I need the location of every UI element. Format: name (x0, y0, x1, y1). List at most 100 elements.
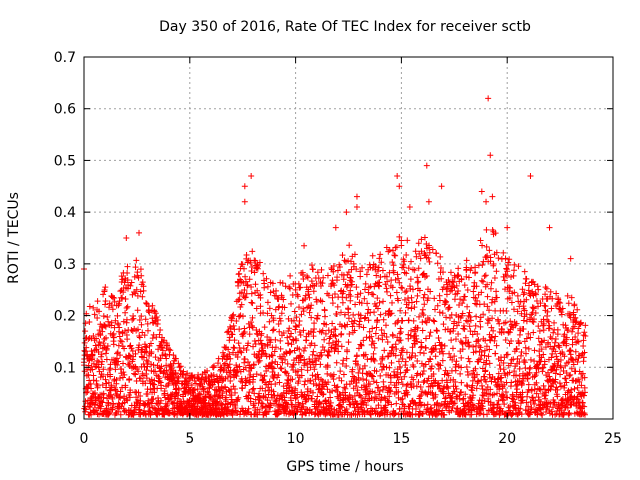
data-point (248, 283, 255, 290)
data-point (532, 290, 539, 297)
data-point (320, 274, 327, 281)
data-point (573, 318, 580, 325)
data-point (269, 327, 276, 334)
data-point (500, 249, 507, 256)
data-point (439, 348, 446, 355)
data-point (557, 300, 564, 307)
data-point (327, 372, 334, 379)
data-point (478, 348, 485, 355)
data-point (272, 336, 279, 343)
data-point (556, 344, 563, 351)
data-point (502, 255, 509, 262)
data-point (484, 293, 491, 300)
data-point (419, 319, 426, 326)
data-point (309, 351, 316, 358)
data-point (533, 379, 540, 386)
data-point (542, 344, 549, 351)
grid-lines (84, 57, 613, 419)
data-point (230, 322, 237, 329)
data-point (391, 252, 398, 259)
data-point (276, 328, 283, 335)
data-point (279, 359, 286, 366)
data-point (496, 386, 503, 393)
data-point (547, 400, 554, 407)
data-point (427, 288, 434, 295)
data-point (243, 290, 250, 297)
data-point (448, 287, 455, 294)
data-point (356, 318, 363, 325)
data-point (507, 318, 514, 325)
data-point (413, 383, 420, 390)
data-point (560, 368, 567, 375)
data-point (247, 371, 254, 378)
data-point (94, 315, 101, 322)
chart-title: Day 350 of 2016, Rate Of TEC Index for r… (159, 19, 531, 35)
data-point (157, 397, 164, 404)
data-point (225, 364, 232, 371)
data-point (150, 395, 157, 402)
data-point (336, 391, 343, 398)
data-point (332, 333, 339, 340)
data-point (474, 297, 481, 304)
data-point (115, 358, 122, 365)
data-point (446, 279, 453, 286)
data-point (387, 311, 394, 317)
data-point (423, 273, 430, 280)
data-point (369, 388, 376, 395)
data-point (163, 362, 170, 369)
y-tick-label: 0.7 (54, 50, 76, 66)
data-point (408, 305, 415, 312)
data-point (540, 320, 547, 327)
data-point (270, 317, 277, 324)
data-point (491, 337, 498, 344)
data-point (455, 319, 462, 326)
data-point (142, 380, 149, 387)
data-point (442, 404, 449, 411)
data-point (377, 372, 384, 379)
data-point (519, 397, 526, 404)
data-point (422, 344, 429, 351)
data-point (408, 327, 415, 334)
data-point (323, 321, 330, 328)
data-point (537, 398, 544, 405)
data-point (317, 400, 324, 407)
data-point (568, 365, 575, 372)
data-point (293, 337, 300, 344)
data-point (194, 403, 201, 410)
data-point (392, 410, 399, 417)
data-point (144, 391, 151, 398)
data-point (571, 301, 578, 308)
data-point (121, 345, 128, 352)
data-point (308, 409, 315, 416)
data-point (306, 356, 313, 363)
data-point (388, 310, 395, 317)
data-point (417, 384, 424, 391)
data-point (516, 365, 523, 372)
data-point (517, 405, 524, 412)
data-point (537, 386, 544, 393)
data-point (137, 375, 144, 382)
data-point (425, 244, 432, 251)
data-point (497, 375, 504, 382)
data-point (430, 371, 437, 378)
data-point (409, 411, 416, 418)
data-point (495, 255, 502, 262)
data-point (502, 319, 509, 326)
data-point (536, 327, 543, 334)
data-point (100, 313, 107, 320)
data-point (421, 301, 428, 308)
data-point (578, 382, 585, 389)
data-point (518, 310, 525, 317)
data-point (376, 299, 383, 306)
data-point (478, 188, 485, 195)
data-point (253, 411, 260, 418)
data-point (260, 270, 267, 277)
data-point (500, 366, 507, 373)
data-point (539, 411, 546, 418)
data-point (137, 266, 144, 273)
data-point (336, 263, 343, 270)
data-point (548, 383, 555, 390)
data-point (483, 198, 490, 205)
data-point (565, 397, 572, 404)
data-point (438, 183, 445, 190)
